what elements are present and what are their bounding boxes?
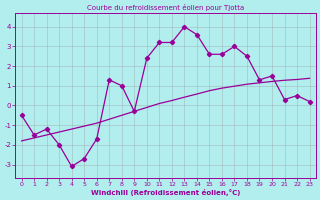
Title: Courbe du refroidissement éolien pour Tjotta: Courbe du refroidissement éolien pour Tj… [87, 4, 244, 11]
X-axis label: Windchill (Refroidissement éolien,°C): Windchill (Refroidissement éolien,°C) [91, 189, 240, 196]
